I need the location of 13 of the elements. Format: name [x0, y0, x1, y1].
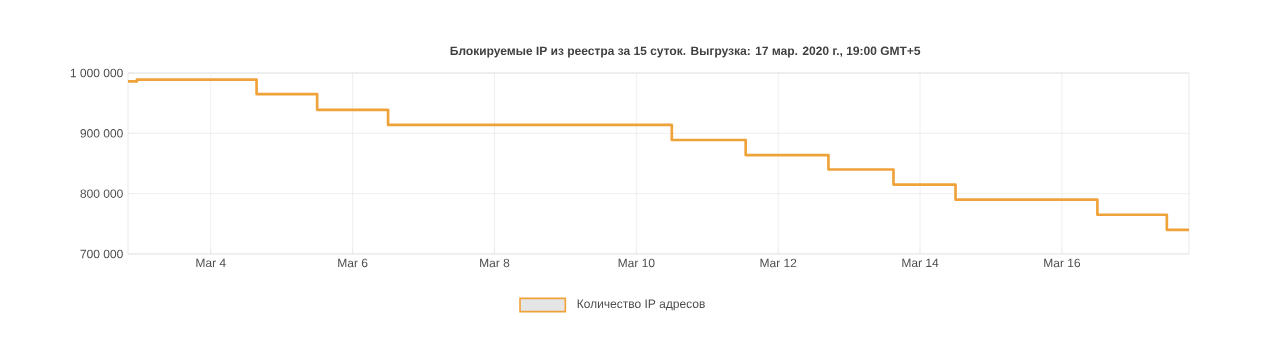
x-tick-label: Mar 12 — [760, 258, 797, 268]
x-tick-label: Mar 14 — [902, 258, 939, 268]
y-tick-label: 800 000 — [80, 189, 123, 198]
y-tick-label: 700 000 — [80, 249, 123, 259]
x-tick-label: Mar 4 — [196, 258, 226, 268]
y-tick-label: 1 000 000 — [70, 68, 123, 78]
legend-label: Количество IP адресов — [577, 299, 705, 311]
x-tick-label: Mar 8 — [480, 258, 510, 268]
chart-title: Блокируемые IP из реестра за 15 суток. Выгрузка: 17 мар. 2020 г., 19:00 GMT+5 — [450, 46, 921, 58]
x-tick-label: Mar 10 — [618, 258, 655, 268]
x-tick-label: Mar 6 — [338, 258, 368, 268]
x-tick-label: Mar 16 — [1044, 258, 1081, 268]
y-tick-label: 900 000 — [80, 129, 123, 138]
